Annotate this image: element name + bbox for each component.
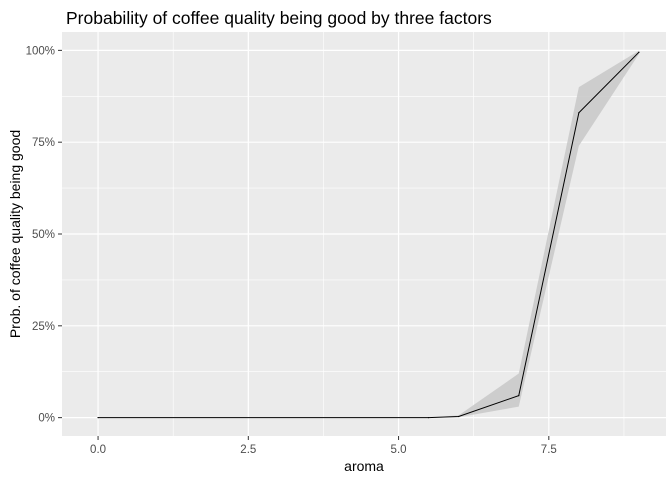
- series-line: [98, 51, 640, 419]
- chart-title: Probability of coffee quality being good…: [66, 8, 492, 28]
- confidence-ribbon: [98, 50, 639, 418]
- data-point: [518, 395, 520, 397]
- y-tick-label: 75%: [32, 137, 55, 149]
- data-points: [97, 51, 640, 419]
- y-tick-label: 50%: [32, 229, 55, 241]
- x-axis-title: aroma: [344, 458, 384, 474]
- data-point: [428, 417, 430, 419]
- grid-major: [62, 32, 666, 436]
- data-point: [458, 415, 460, 418]
- y-tick-label: 0%: [38, 413, 55, 425]
- x-tick-label: 5.0: [391, 444, 407, 456]
- y-tick-label: 25%: [32, 321, 55, 333]
- data-point: [97, 417, 99, 419]
- y-axis-title: Prob. of coffee quality being good: [7, 130, 23, 338]
- x-tick-label: 0.0: [90, 444, 106, 456]
- data-point: [638, 51, 640, 53]
- data-point: [578, 112, 580, 114]
- x-tick-label: 7.5: [541, 444, 557, 456]
- y-tick-label: 100%: [26, 45, 55, 57]
- y-axis: 0% 25% 50% 75% 100%: [26, 45, 62, 425]
- x-tick-label: 2.5: [240, 444, 256, 456]
- x-axis: 0.0 2.5 5.0 7.5: [90, 436, 557, 456]
